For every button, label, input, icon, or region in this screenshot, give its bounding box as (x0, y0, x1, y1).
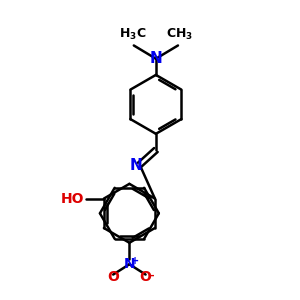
Text: HO: HO (60, 192, 84, 206)
Text: -: - (150, 271, 154, 281)
Text: N: N (124, 257, 135, 271)
Text: +: + (130, 256, 139, 266)
Text: O: O (140, 271, 152, 284)
Text: N: N (149, 51, 162, 66)
Text: $\mathregular{CH_3}$: $\mathregular{CH_3}$ (166, 27, 193, 42)
Text: O: O (107, 271, 119, 284)
Text: N: N (130, 158, 142, 173)
Text: $\mathregular{H_3C}$: $\mathregular{H_3C}$ (118, 27, 146, 42)
